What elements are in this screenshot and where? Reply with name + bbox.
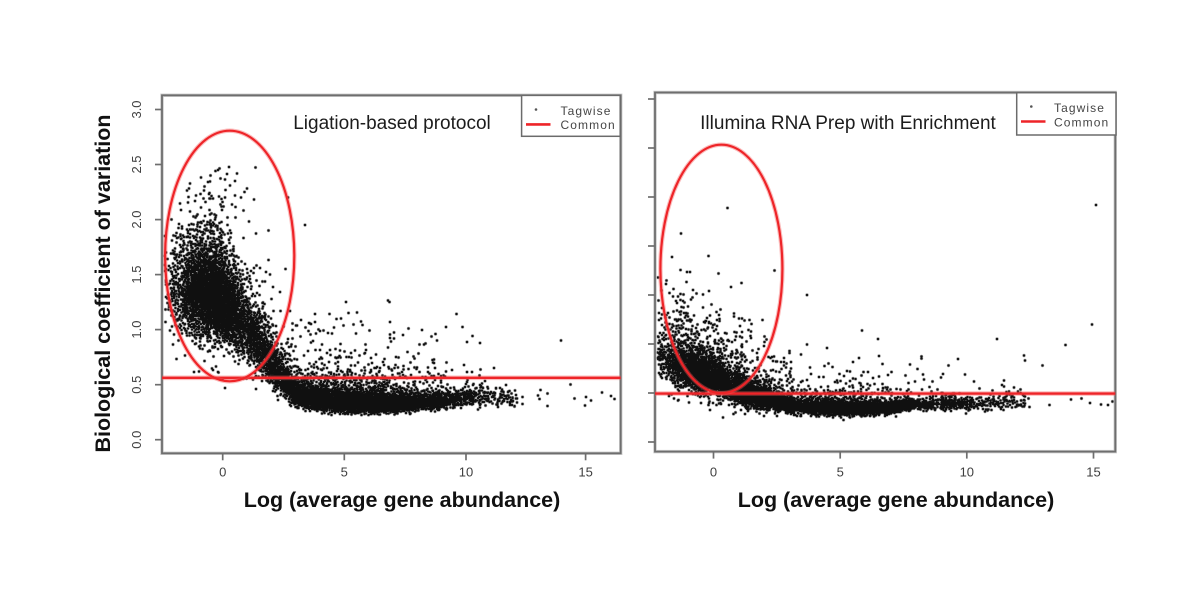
svg-text:0.0: 0.0 [129,431,144,449]
svg-text:5: 5 [341,465,348,480]
svg-text:Tagwise: Tagwise [1054,101,1105,115]
svg-text:1.0: 1.0 [129,321,144,339]
svg-text:3.0: 3.0 [129,100,144,118]
svg-text:Illumina RNA Prep with Enrichm: Illumina RNA Prep with Enrichment [700,113,996,134]
svg-text:Tagwise: Tagwise [561,104,612,118]
svg-text:2.5: 2.5 [129,155,144,173]
svg-text:Biological coefficient of vari: Biological coefficient of variation [91,114,115,452]
svg-text:15: 15 [1086,465,1100,480]
svg-text:Common: Common [1054,115,1109,129]
svg-text:0: 0 [219,465,226,480]
svg-text:10: 10 [459,465,473,480]
svg-text:5: 5 [837,465,844,480]
svg-text:Common: Common [561,118,616,132]
svg-text:0: 0 [710,465,717,480]
svg-text:2.0: 2.0 [129,211,144,229]
svg-text:10: 10 [960,465,974,480]
svg-text:Ligation-based protocol: Ligation-based protocol [293,113,491,134]
svg-text:1.5: 1.5 [129,266,144,284]
svg-text:Log (average gene abundance): Log (average gene abundance) [738,488,1055,512]
svg-text:15: 15 [578,465,592,480]
svg-text:0.5: 0.5 [129,376,144,394]
svg-text:Log (average gene abundance): Log (average gene abundance) [244,488,561,512]
